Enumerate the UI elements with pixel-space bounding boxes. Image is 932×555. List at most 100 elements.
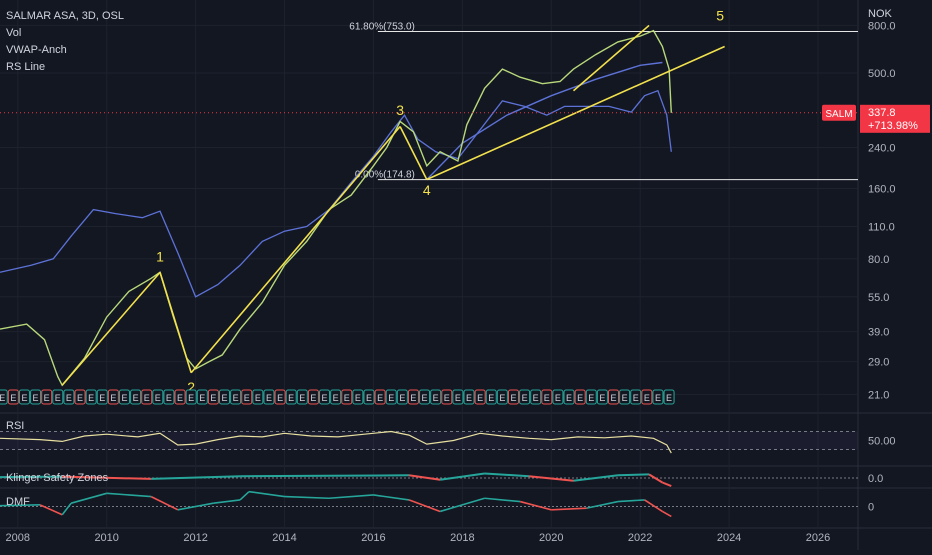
earnings-marker-label: E <box>21 393 27 403</box>
rs-line-series[interactable] <box>0 91 671 297</box>
earnings-marker-label: E <box>88 393 94 403</box>
earnings-marker-label: E <box>533 393 539 403</box>
earnings-marker-label: E <box>433 393 439 403</box>
earnings-marker-label: E <box>655 393 661 403</box>
earnings-marker-label: E <box>455 393 461 403</box>
dmf-segment[interactable] <box>329 495 373 498</box>
x-tick-label: 2008 <box>6 532 30 544</box>
last-price-value: 337.8 <box>868 107 896 119</box>
earnings-marker-label: E <box>55 393 61 403</box>
klinger-segment[interactable] <box>151 476 240 479</box>
y-tick-label: 240.0 <box>868 142 896 154</box>
klinger-segment[interactable] <box>618 474 649 475</box>
earnings-marker-label: E <box>555 393 561 403</box>
dmf-segment[interactable] <box>249 492 285 497</box>
elliott-trend-line[interactable] <box>62 272 160 385</box>
x-tick-label: 2022 <box>628 532 652 544</box>
earnings-marker-label: E <box>466 393 472 403</box>
dmf-segment[interactable] <box>645 500 663 512</box>
klinger-label[interactable]: Klinger Safety Zones <box>6 472 108 484</box>
earnings-marker-label: E <box>388 393 394 403</box>
dmf-segment[interactable] <box>40 505 62 515</box>
y-tick-label: 800.0 <box>868 20 896 32</box>
earnings-marker-label: E <box>410 393 416 403</box>
dmf-tick-label: 0 <box>868 502 874 514</box>
earnings-marker-label: E <box>344 393 350 403</box>
earnings-marker-label: E <box>177 393 183 403</box>
earnings-marker-label: E <box>10 393 16 403</box>
earnings-marker-label: E <box>44 393 50 403</box>
dmf-segment[interactable] <box>62 503 71 515</box>
earnings-marker-label: E <box>488 393 494 403</box>
dmf-segment[interactable] <box>213 500 240 503</box>
y-tick-label: 39.0 <box>868 327 889 339</box>
elliott-trend-line[interactable] <box>191 127 400 373</box>
earnings-marker-label: E <box>522 393 528 403</box>
dmf-segment[interactable] <box>520 502 551 510</box>
earnings-marker-label: E <box>233 393 239 403</box>
earnings-marker-label: E <box>244 393 250 403</box>
dmf-segment[interactable] <box>551 508 587 510</box>
elliott-trend-line[interactable] <box>427 46 725 179</box>
x-tick-label: 2016 <box>361 532 385 544</box>
dmf-segment[interactable] <box>485 498 521 501</box>
earnings-marker-label: E <box>255 393 261 403</box>
x-tick-label: 2014 <box>272 532 296 544</box>
rsi-label[interactable]: RSI <box>6 420 24 432</box>
earnings-marker-label: E <box>110 393 116 403</box>
y-tick-label: 55.0 <box>868 292 889 304</box>
dmf-segment[interactable] <box>107 493 151 496</box>
dmf-segment[interactable] <box>409 500 440 512</box>
dmf-segment[interactable] <box>240 492 249 500</box>
earnings-marker-label: E <box>633 393 639 403</box>
wave-label: 4 <box>423 182 431 198</box>
legend-vwap-anch[interactable]: VWAP-Anch <box>6 42 124 59</box>
earnings-marker-label: E <box>510 393 516 403</box>
earnings-marker-label: E <box>622 393 628 403</box>
dmf-segment[interactable] <box>587 502 618 509</box>
legend-rs-line[interactable]: RS Line <box>6 59 124 76</box>
dmf-segment[interactable] <box>662 511 671 516</box>
dmf-segment[interactable] <box>285 497 329 499</box>
earnings-marker-label: E <box>166 393 172 403</box>
earnings-marker-label: E <box>477 393 483 403</box>
earnings-marker-label: E <box>133 393 139 403</box>
earnings-marker-label: E <box>666 393 672 403</box>
indicator-legend: SALMAR ASA, 3D, OSL Vol VWAP-Anch RS Lin… <box>6 8 124 76</box>
dmf-label[interactable]: DMF <box>6 496 30 508</box>
symbol-title[interactable]: SALMAR ASA, 3D, OSL <box>6 8 124 25</box>
earnings-marker-label: E <box>499 393 505 403</box>
earnings-marker-label: E <box>377 393 383 403</box>
elliott-trend-line[interactable] <box>573 25 649 90</box>
earnings-marker-label: E <box>644 393 650 403</box>
earnings-marker-label: E <box>577 393 583 403</box>
y-tick-label: 80.0 <box>868 254 889 266</box>
y-tick-label: 29.0 <box>868 357 889 369</box>
wave-label: 1 <box>156 248 164 264</box>
earnings-marker-label: E <box>199 393 205 403</box>
y-tick-label: 21.0 <box>868 389 889 401</box>
earnings-marker-label: E <box>399 393 405 403</box>
legend-vol[interactable]: Vol <box>6 25 124 42</box>
dmf-segment[interactable] <box>71 493 107 503</box>
earnings-marker-label: E <box>266 393 272 403</box>
earnings-marker-label: E <box>0 393 5 403</box>
klinger-tick-label: 0.0 <box>868 473 883 485</box>
earnings-marker-label: E <box>66 393 72 403</box>
symbol-badge-text: SALM <box>825 109 852 120</box>
dmf-segment[interactable] <box>151 497 178 510</box>
earnings-marker-label: E <box>221 393 227 403</box>
y-tick-label: 500.0 <box>868 68 896 80</box>
x-tick-label: 2018 <box>450 532 474 544</box>
dmf-segment[interactable] <box>373 495 409 500</box>
earnings-marker-label: E <box>366 393 372 403</box>
rsi-tick-label: 50.00 <box>868 436 896 448</box>
klinger-segment[interactable] <box>662 483 671 487</box>
klinger-segment[interactable] <box>485 474 529 477</box>
elliott-trend-line[interactable] <box>160 272 191 372</box>
earnings-marker-label: E <box>33 393 39 403</box>
